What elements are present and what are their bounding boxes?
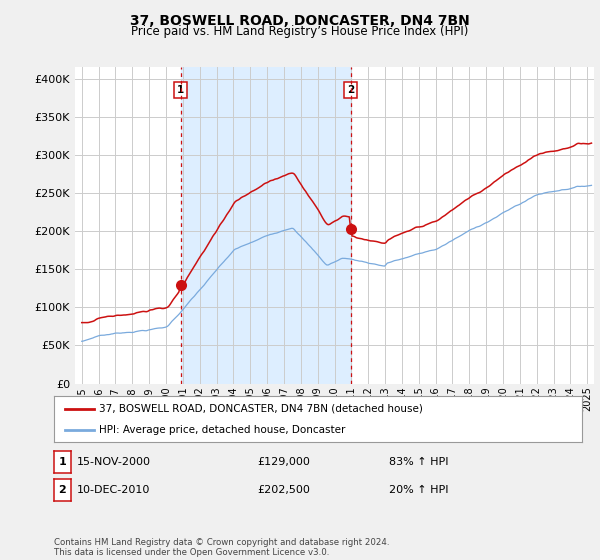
- Text: 1: 1: [177, 85, 184, 95]
- Text: 2: 2: [347, 85, 354, 95]
- Text: 2: 2: [59, 485, 66, 495]
- Text: 15-NOV-2000: 15-NOV-2000: [77, 457, 151, 467]
- Text: £202,500: £202,500: [257, 485, 310, 495]
- Text: Contains HM Land Registry data © Crown copyright and database right 2024.
This d: Contains HM Land Registry data © Crown c…: [54, 538, 389, 557]
- Text: 10-DEC-2010: 10-DEC-2010: [77, 485, 150, 495]
- Text: 1: 1: [59, 457, 66, 467]
- Text: 20% ↑ HPI: 20% ↑ HPI: [389, 485, 448, 495]
- Text: Price paid vs. HM Land Registry’s House Price Index (HPI): Price paid vs. HM Land Registry’s House …: [131, 25, 469, 38]
- Text: 83% ↑ HPI: 83% ↑ HPI: [389, 457, 448, 467]
- Text: 37, BOSWELL ROAD, DONCASTER, DN4 7BN: 37, BOSWELL ROAD, DONCASTER, DN4 7BN: [130, 14, 470, 28]
- Text: 37, BOSWELL ROAD, DONCASTER, DN4 7BN (detached house): 37, BOSWELL ROAD, DONCASTER, DN4 7BN (de…: [99, 404, 423, 414]
- Text: HPI: Average price, detached house, Doncaster: HPI: Average price, detached house, Donc…: [99, 425, 345, 435]
- Text: £129,000: £129,000: [257, 457, 310, 467]
- Bar: [181, 67, 350, 384]
